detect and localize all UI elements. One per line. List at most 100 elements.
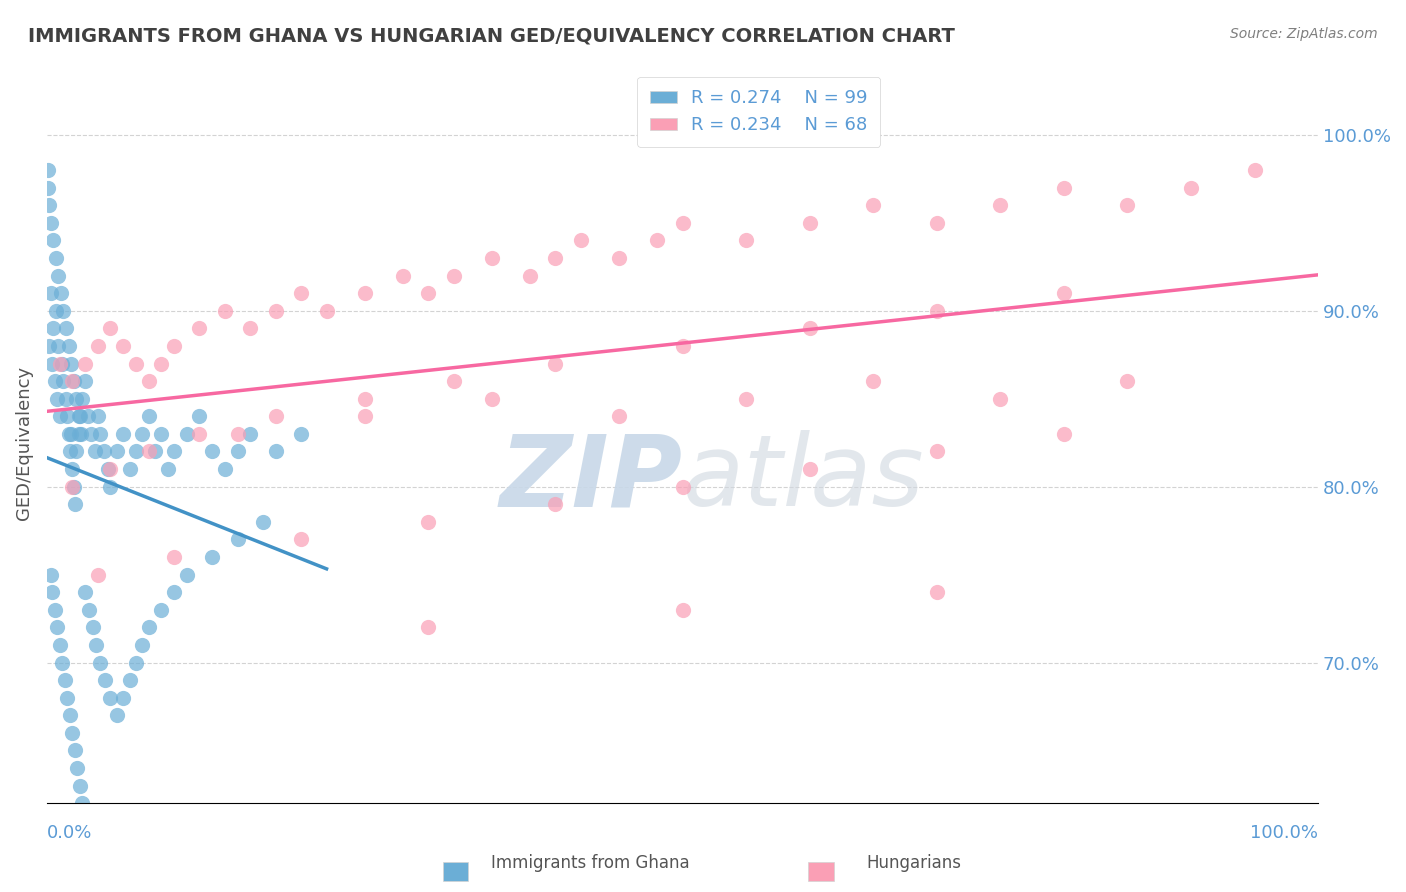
Point: [544, 357, 567, 371]
Point: [69, 409, 91, 424]
Point: [41, 585, 63, 599]
Point: [66, 761, 89, 775]
Point: [138, 444, 160, 458]
Point: [38, 198, 60, 212]
Point: [131, 426, 153, 441]
Point: [925, 444, 948, 458]
Point: [188, 426, 211, 441]
Point: [1053, 286, 1076, 301]
Point: [84, 444, 107, 458]
Point: [1053, 180, 1076, 194]
Point: [264, 303, 287, 318]
Point: [925, 585, 948, 599]
Point: [925, 303, 948, 318]
Point: [89, 656, 111, 670]
Point: [138, 374, 160, 388]
Point: [46, 620, 69, 634]
Point: [56, 690, 79, 705]
Point: [226, 426, 249, 441]
Point: [671, 216, 693, 230]
Point: [62, 374, 84, 388]
Point: [38, 339, 60, 353]
Point: [1116, 374, 1139, 388]
Point: [925, 216, 948, 230]
Point: [290, 286, 312, 301]
Point: [544, 251, 567, 265]
Point: [46, 339, 69, 353]
Point: [72, 796, 94, 810]
Point: [988, 392, 1011, 406]
Point: [443, 374, 465, 388]
Point: [418, 286, 440, 301]
Point: [49, 286, 72, 301]
Point: [87, 567, 110, 582]
Point: [481, 392, 503, 406]
Point: [214, 303, 236, 318]
Point: [69, 779, 91, 793]
Point: [62, 480, 84, 494]
Point: [58, 426, 80, 441]
Point: [87, 409, 110, 424]
Point: [353, 392, 375, 406]
Point: [735, 234, 758, 248]
Point: [58, 339, 80, 353]
Point: [39, 216, 62, 230]
Text: 100.0%: 100.0%: [1250, 824, 1319, 842]
Point: [65, 392, 87, 406]
Point: [60, 374, 83, 388]
Point: [1053, 426, 1076, 441]
Point: [645, 234, 668, 248]
Point: [226, 444, 249, 458]
Point: [150, 357, 173, 371]
Point: [163, 444, 186, 458]
Point: [264, 409, 287, 424]
Point: [60, 426, 83, 441]
Point: [46, 268, 69, 283]
Point: [290, 426, 312, 441]
Point: [418, 515, 440, 529]
Point: [201, 549, 224, 564]
Point: [315, 303, 337, 318]
Point: [1116, 198, 1139, 212]
Point: [118, 673, 141, 687]
Point: [87, 339, 110, 353]
Point: [80, 426, 103, 441]
Point: [105, 444, 128, 458]
Point: [353, 409, 375, 424]
Point: [60, 462, 83, 476]
Point: [481, 251, 503, 265]
Point: [89, 426, 111, 441]
Point: [55, 392, 77, 406]
Point: [290, 533, 312, 547]
Point: [799, 216, 821, 230]
Point: [82, 620, 104, 634]
Point: [39, 286, 62, 301]
Point: [607, 409, 630, 424]
Point: [59, 444, 82, 458]
Point: [671, 339, 693, 353]
Point: [72, 392, 94, 406]
Point: [418, 620, 440, 634]
Point: [1243, 163, 1265, 178]
Point: [1180, 180, 1202, 194]
Point: [73, 357, 96, 371]
Point: [799, 321, 821, 335]
Point: [67, 426, 90, 441]
Y-axis label: GED/Equivalency: GED/Equivalency: [15, 366, 32, 520]
Text: Source: ZipAtlas.com: Source: ZipAtlas.com: [1230, 27, 1378, 41]
Point: [100, 462, 122, 476]
Point: [112, 426, 135, 441]
Point: [443, 268, 465, 283]
Point: [176, 567, 198, 582]
Point: [44, 374, 66, 388]
Point: [37, 180, 59, 194]
Text: ZIP: ZIP: [499, 430, 682, 527]
Point: [77, 603, 100, 617]
Point: [60, 726, 83, 740]
Point: [735, 392, 758, 406]
Point: [125, 444, 148, 458]
Text: Hungarians: Hungarians: [866, 855, 962, 872]
Text: Immigrants from Ghana: Immigrants from Ghana: [491, 855, 690, 872]
Point: [73, 585, 96, 599]
Point: [163, 585, 186, 599]
